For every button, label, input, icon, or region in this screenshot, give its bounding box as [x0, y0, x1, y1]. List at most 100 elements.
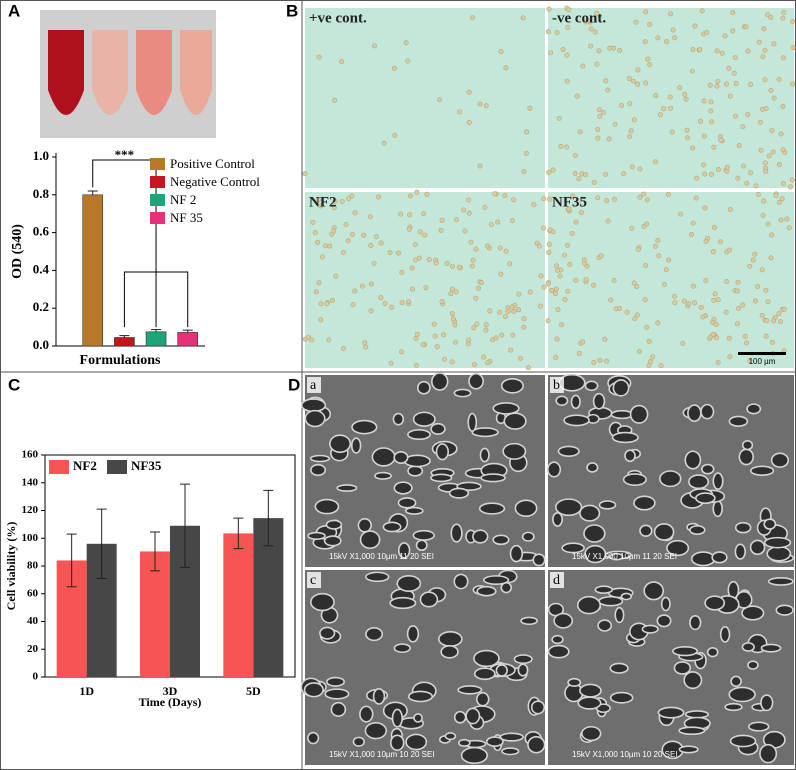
legend-label: NF 2	[170, 192, 196, 207]
fiber	[419, 591, 439, 608]
cell	[763, 168, 769, 174]
fiber	[389, 734, 405, 752]
cell	[439, 217, 445, 223]
cell	[717, 239, 723, 245]
cell	[456, 264, 462, 270]
cell	[521, 169, 527, 175]
fiber	[551, 634, 564, 645]
cell	[596, 48, 602, 54]
cell	[603, 78, 609, 84]
cell	[574, 93, 580, 99]
y-tick-label: 20	[27, 643, 39, 655]
cell	[349, 193, 355, 199]
cell	[759, 312, 765, 318]
scale-bar-label: 100 µm	[749, 357, 776, 366]
cell	[781, 10, 787, 16]
legend-label: Positive Control	[170, 156, 255, 171]
sem-caption: 15kV X1,000 10µm 11 20 SEI	[329, 552, 434, 561]
cell	[457, 109, 463, 115]
cell	[642, 297, 648, 303]
y-axis-label: OD (540)	[10, 224, 25, 279]
fiber	[660, 596, 671, 612]
cell	[744, 180, 750, 186]
cell	[683, 96, 689, 102]
y-tick-label: 160	[22, 449, 39, 461]
cell	[345, 238, 351, 244]
fiber	[393, 451, 409, 464]
fiber	[430, 473, 453, 483]
sem-caption: 15kV X1,000 10µm 11 20 SEI	[572, 552, 677, 561]
cell	[525, 365, 531, 371]
bar	[114, 337, 135, 347]
cell	[371, 260, 377, 266]
cell	[399, 300, 405, 306]
cell	[646, 338, 652, 344]
cell	[492, 191, 498, 197]
cell	[363, 344, 369, 350]
cell	[756, 39, 762, 45]
cell	[708, 108, 714, 114]
cell	[466, 89, 472, 95]
fiber	[431, 372, 449, 391]
cell	[745, 111, 751, 117]
cell	[655, 35, 661, 41]
cell	[398, 211, 404, 217]
cell	[747, 170, 753, 176]
fiber	[416, 380, 431, 395]
y-tick-label: 40	[27, 615, 39, 627]
cell	[762, 47, 768, 53]
fiber	[407, 690, 434, 703]
fiber	[389, 596, 417, 610]
cell	[488, 222, 494, 228]
cell	[413, 336, 419, 342]
cell	[776, 76, 782, 82]
cell	[669, 129, 675, 135]
fiber	[413, 713, 423, 723]
fiber	[382, 521, 402, 533]
fiber	[633, 495, 656, 511]
cell	[773, 193, 779, 199]
cell	[708, 171, 714, 177]
cell	[582, 172, 588, 178]
fiber	[678, 745, 699, 754]
fiber	[563, 414, 590, 427]
fiber	[476, 692, 490, 707]
cell	[724, 168, 730, 174]
fiber	[350, 437, 362, 454]
cell	[438, 227, 444, 233]
fiber	[547, 644, 570, 659]
cell	[343, 221, 349, 227]
cell	[564, 78, 570, 84]
cell	[718, 137, 724, 143]
fiber	[509, 544, 524, 563]
cell	[564, 144, 570, 150]
cell	[633, 19, 639, 25]
cell	[719, 50, 725, 56]
fiber	[502, 442, 527, 460]
fiber	[532, 553, 546, 567]
cell	[546, 249, 552, 255]
cell	[524, 129, 530, 135]
cell	[333, 273, 339, 279]
cell	[310, 219, 316, 225]
cell	[302, 171, 308, 177]
cell	[768, 87, 774, 93]
legend-label: NF2	[73, 458, 97, 473]
fiber	[444, 732, 457, 741]
cell	[562, 252, 568, 258]
x-tick-label: 1D	[79, 684, 94, 698]
cell	[441, 332, 447, 338]
cell	[580, 339, 586, 345]
y-tick-label: 0.2	[33, 299, 49, 314]
fiber	[330, 701, 347, 717]
cell	[381, 140, 387, 146]
fiber	[734, 543, 747, 560]
cell	[766, 153, 772, 159]
cell	[741, 163, 747, 169]
cell	[550, 167, 556, 173]
cell	[545, 318, 551, 324]
cell	[628, 128, 634, 134]
x-axis-label: Formulations	[80, 353, 161, 368]
cell	[588, 43, 594, 49]
